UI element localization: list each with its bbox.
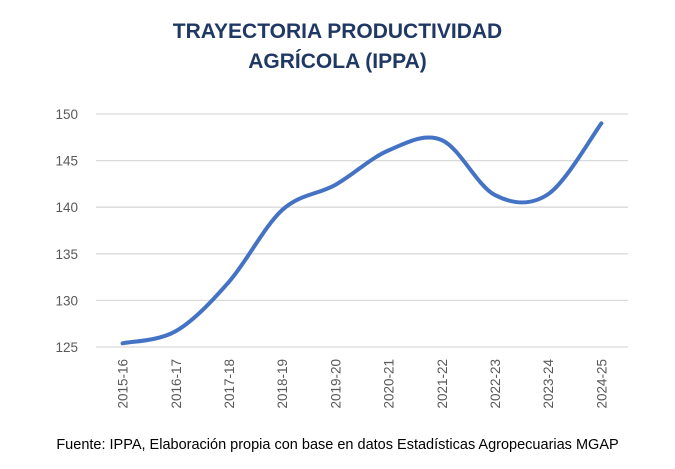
x-tick-label: 2023-24 [541, 359, 556, 409]
source-note: Fuente: IPPA, Elaboración propia con bas… [56, 437, 619, 453]
chart-title-line-1: TRAYECTORIA PRODUCTIVIDAD [172, 20, 503, 43]
x-tick-label: 2021-22 [435, 359, 450, 409]
x-tick-label: 2019-20 [328, 359, 343, 409]
x-tick-label: 2024-25 [594, 359, 609, 409]
y-tick-label: 130 [55, 293, 78, 308]
y-tick-label: 140 [55, 200, 78, 215]
x-tick-label: 2020-21 [382, 359, 397, 409]
x-tick-label: 2022-23 [488, 359, 503, 409]
chart-title-line-2: AGRÍCOLA (IPPA) [248, 50, 427, 73]
x-tick-label: 2015-16 [116, 359, 131, 409]
x-tick-label: 2016-17 [169, 359, 184, 409]
y-tick-label: 145 [55, 154, 78, 169]
y-tick-label: 125 [55, 340, 78, 355]
y-tick-label: 150 [55, 107, 78, 122]
y-tick-label: 135 [55, 247, 78, 262]
series-line-ippa [120, 121, 604, 346]
x-tick-label: 2018-19 [275, 359, 290, 409]
x-tick-label: 2017-18 [222, 359, 237, 409]
